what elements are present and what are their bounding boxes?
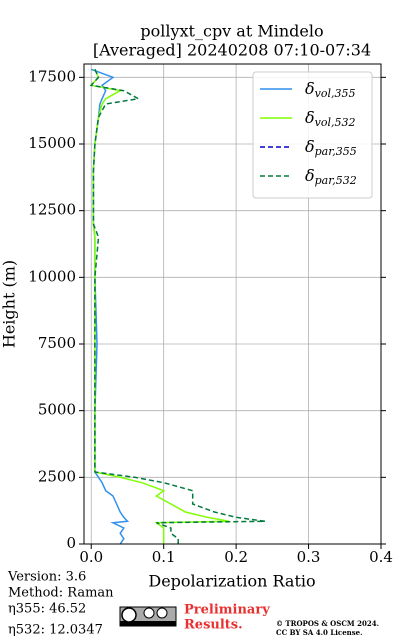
legend-label: δpar,355: [305, 137, 357, 159]
y-axis-label: Height (m): [0, 260, 19, 348]
badge-text: Results.: [184, 618, 243, 633]
profile-line: [89, 68, 230, 544]
y-tick-label: 10000: [28, 267, 76, 285]
x-tick-label: 0.3: [297, 548, 321, 566]
badge-text: Preliminary: [184, 603, 270, 618]
y-tick-label: 17500: [28, 67, 76, 85]
y-tick-label: 5000: [38, 401, 76, 419]
y-tick-label: 2500: [38, 467, 76, 485]
x-tick-label: 0.2: [224, 548, 248, 566]
cc-logo: [119, 606, 177, 627]
copyright: © TROPOS & OSCM 2024.: [276, 619, 379, 628]
legend: δvol,355 δvol,532 δpar,355 δpar,532: [252, 71, 373, 199]
legend-label: δpar,532: [305, 166, 357, 188]
x-tick-label: 0.4: [369, 548, 393, 566]
x-tick-label: 0.0: [79, 548, 103, 566]
copyright: CC BY SA 4.0 License.: [276, 628, 363, 637]
legend-label: δvol,355: [305, 79, 356, 101]
y-tick-label: 12500: [28, 201, 76, 219]
info-text: η355: 46.52: [8, 602, 86, 617]
chart-title: pollyxt_cpv at Mindelo: [140, 22, 323, 41]
profile-line: [89, 68, 266, 544]
info-text: η532: 12.0347: [8, 623, 103, 638]
legend-box: [252, 71, 373, 199]
x-axis-label: Depolarization Ratio: [148, 572, 315, 591]
y-tick-label: 0: [66, 534, 76, 552]
x-tick-label: 0.1: [152, 548, 176, 566]
chart-subtitle: [Averaged] 20240208 07:10-07:34: [93, 41, 371, 60]
plot-frame: [83, 63, 382, 545]
legend-label: δvol,532: [305, 108, 356, 130]
info-text: Version: 3.6: [7, 570, 86, 585]
y-tick-label: 15000: [28, 134, 76, 152]
y-tick-label: 7500: [38, 334, 76, 352]
info-text: Method: Raman: [8, 586, 114, 601]
